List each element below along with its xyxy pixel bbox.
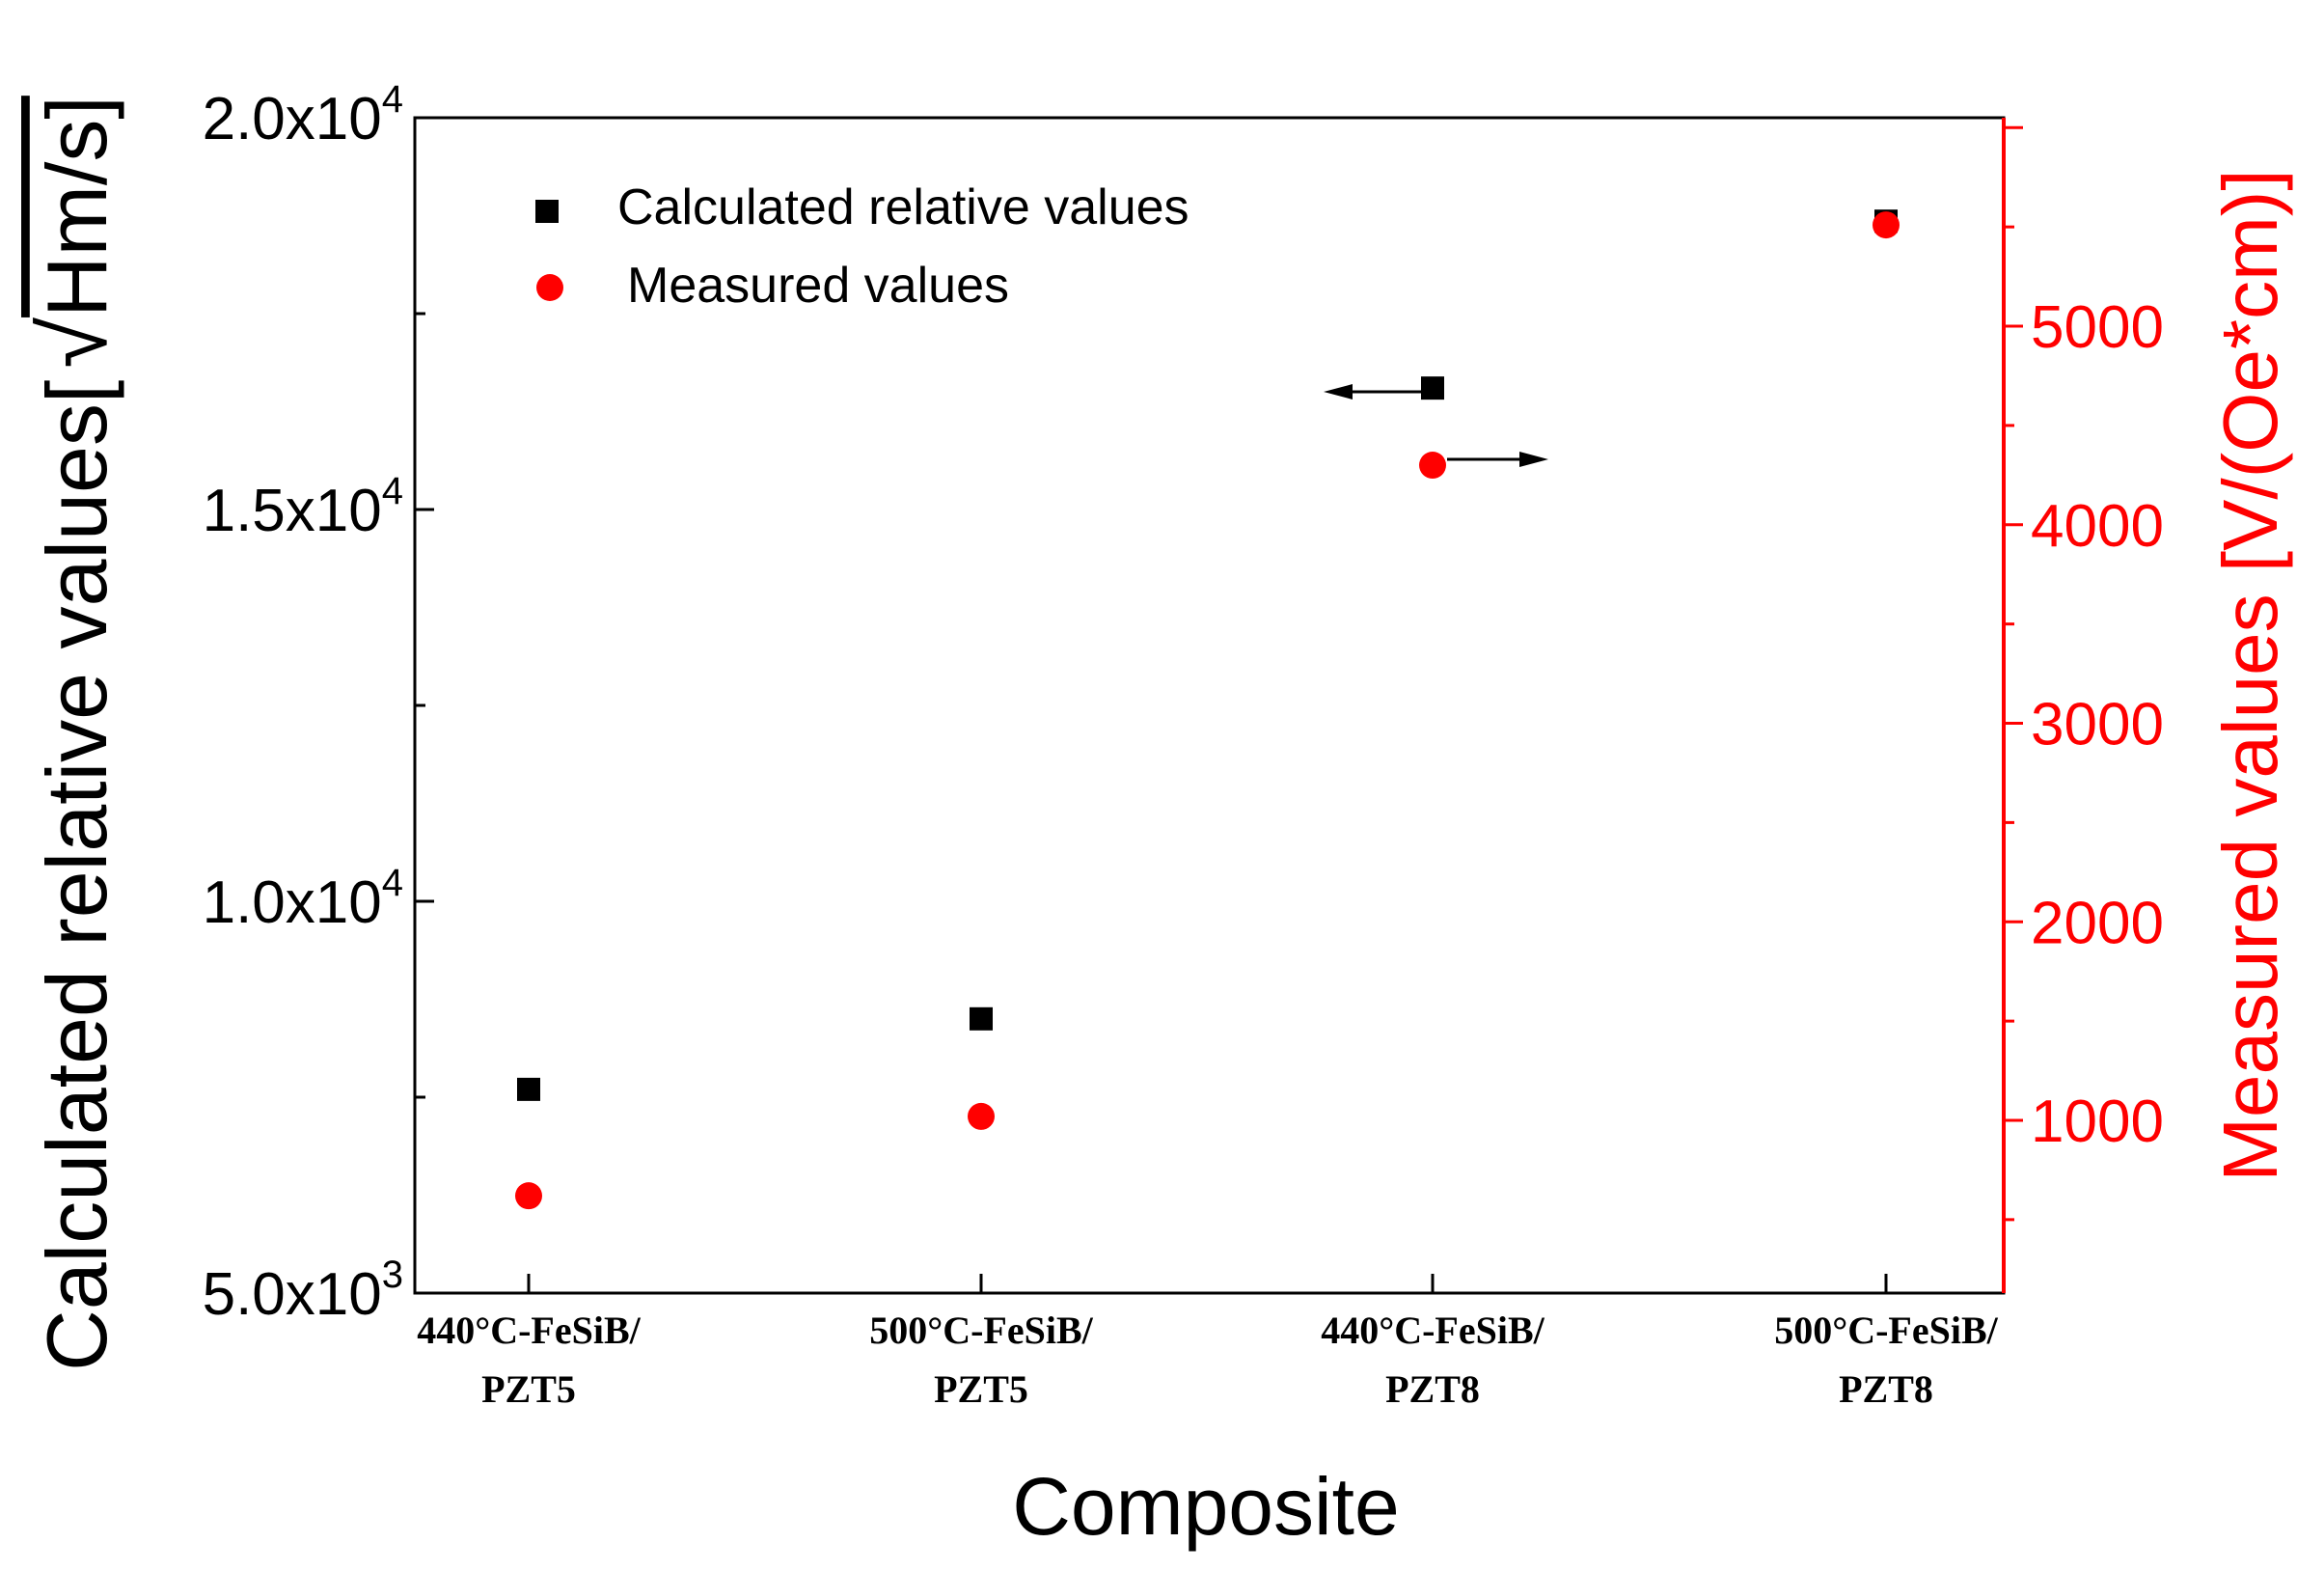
x-axis-ticks: 440°C-FeSiB/PZT5 500°C-FeSiB/PZT5 440°C-Fe…: [417, 1274, 1999, 1411]
measured-point: [1419, 452, 1446, 480]
legend-marker-circle: [536, 274, 563, 301]
left-arrow-head: [1324, 384, 1353, 400]
x-tick-label: 440°C-FeSiB/: [417, 1309, 641, 1352]
x-tick-label: PZT5: [934, 1367, 1028, 1411]
calculated-point: [970, 1006, 993, 1031]
right-axis-ticks: 1000 2000 3000 4000 5000: [2004, 125, 2164, 1222]
left-tick-label: 2.0x104: [203, 78, 403, 152]
legend-marker-square: [535, 200, 559, 223]
legend-label-calculated: Calculated relative values: [617, 179, 1189, 235]
x-tick-label: PZT5: [481, 1367, 576, 1411]
x-axis-title: Composite: [1012, 1461, 1400, 1552]
legend: Calculated relative values Measured valu…: [535, 179, 1189, 314]
measured-point: [515, 1182, 542, 1210]
annotation-arrows: [1324, 384, 1548, 467]
left-tick-label: 5.0x103: [203, 1254, 403, 1328]
x-tick-label: 440°C-FeSiB/: [1321, 1309, 1545, 1352]
calculated-point: [1421, 376, 1444, 400]
x-tick-label: PZT8: [1385, 1367, 1480, 1411]
measured-point: [1873, 211, 1900, 239]
right-arrow-head: [1519, 452, 1548, 467]
right-tick-label: 5000: [2031, 294, 2164, 361]
calculated-point: [517, 1077, 540, 1101]
right-tick-label: 3000: [2031, 692, 2164, 758]
right-axis-title: Measured values [V/(Oe*cm)]: [2207, 169, 2293, 1181]
x-tick-label: PZT8: [1839, 1367, 1933, 1411]
right-tick-label: 2000: [2031, 890, 2164, 956]
right-tick-label: 1000: [2031, 1089, 2164, 1155]
data-markers: [515, 209, 1900, 1210]
measured-point: [968, 1102, 995, 1130]
left-tick-label: 1.5x104: [203, 470, 403, 544]
left-tick-label: 1.0x104: [203, 862, 403, 936]
x-tick-label: 500°C-FeSiB/: [869, 1309, 1093, 1352]
left-axis-ticks: 5.0x103 1.0x104 1.5x104 2.0x104: [203, 78, 434, 1328]
left-axis-title: Calculated relative values[√Hm/s]: [23, 96, 126, 1371]
legend-label-measured: Measured values: [627, 258, 1009, 314]
x-tick-label: 500°C-FeSiB/: [1774, 1309, 1998, 1352]
right-tick-label: 4000: [2031, 493, 2164, 560]
